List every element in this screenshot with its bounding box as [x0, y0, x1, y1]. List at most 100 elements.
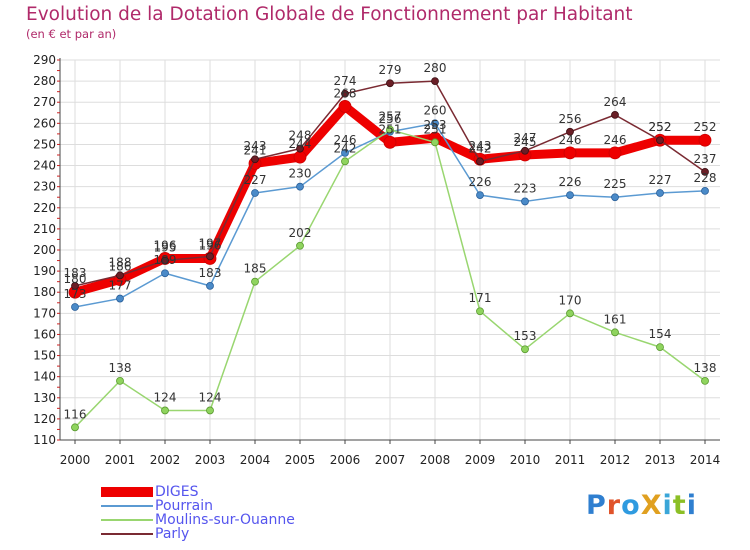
- logo-letter: r: [606, 490, 622, 521]
- data-label: 186: [109, 260, 132, 274]
- x-tick-label: 2003: [195, 453, 226, 467]
- data-label: 138: [109, 361, 132, 375]
- data-point: [566, 191, 574, 200]
- data-label: 170: [559, 293, 582, 307]
- y-tick-label: 290: [33, 53, 56, 67]
- data-point: [656, 136, 664, 145]
- data-label: 153: [514, 329, 537, 343]
- data-label: 237: [694, 152, 717, 166]
- data-point: [701, 186, 709, 195]
- y-tick-label: 120: [33, 412, 56, 426]
- data-label: 253: [424, 118, 447, 132]
- y-tick-label: 140: [33, 370, 56, 384]
- data-label: 256: [559, 112, 582, 126]
- data-label: 171: [469, 291, 492, 305]
- y-tick-label: 220: [33, 201, 56, 215]
- data-label: 226: [469, 175, 492, 189]
- data-point: [566, 309, 574, 318]
- legend-item: Parly: [101, 527, 295, 541]
- data-point: [383, 135, 397, 149]
- data-label: 243: [244, 139, 267, 153]
- data-label: 247: [514, 131, 537, 145]
- x-tick-label: 2008: [420, 453, 451, 467]
- data-label: 225: [604, 177, 627, 191]
- data-point: [656, 189, 664, 197]
- logo-letter: X: [640, 490, 663, 521]
- data-label: 226: [559, 175, 582, 189]
- data-label: 195: [154, 241, 177, 255]
- y-tick-label: 200: [33, 243, 56, 257]
- data-label: 230: [289, 167, 312, 181]
- data-label: 173: [64, 287, 87, 301]
- legend-label: DIGES: [155, 484, 199, 500]
- data-label: 189: [154, 253, 177, 267]
- data-point: [521, 345, 529, 354]
- data-label: 241: [244, 143, 267, 157]
- data-point: [611, 110, 619, 119]
- y-tick-label: 180: [33, 285, 56, 299]
- y-tick-label: 280: [33, 74, 56, 88]
- data-label: 196: [154, 238, 177, 252]
- data-label: 251: [424, 122, 447, 136]
- x-tick-label: 2004: [240, 453, 271, 467]
- x-tick-label: 2005: [285, 453, 316, 467]
- data-label: 161: [604, 312, 627, 326]
- data-label: 257: [379, 110, 402, 124]
- data-label: 227: [649, 173, 672, 187]
- data-label: 202: [289, 226, 312, 240]
- data-point: [116, 271, 124, 280]
- data-point: [296, 241, 304, 250]
- y-tick-label: 160: [33, 327, 56, 341]
- data-label: 183: [64, 266, 87, 280]
- data-point: [476, 191, 484, 200]
- data-label: 264: [604, 95, 627, 109]
- legend-swatch: [101, 519, 153, 521]
- data-point: [701, 376, 709, 385]
- chart-title: Evolution de la Dotation Globale de Fonc…: [26, 4, 633, 25]
- data-label: 196: [199, 238, 222, 252]
- data-label: 260: [424, 103, 447, 117]
- data-point: [296, 144, 304, 153]
- data-point: [116, 376, 124, 385]
- x-tick-label: 2007: [375, 453, 406, 467]
- data-point: [341, 89, 349, 98]
- y-tick-label: 250: [33, 137, 56, 151]
- logo-letter: i: [686, 490, 697, 521]
- data-label: 180: [64, 272, 87, 286]
- data-point: [476, 157, 484, 166]
- legend-label: Pourrain: [155, 498, 213, 514]
- y-tick-label: 190: [33, 264, 56, 278]
- data-point: [608, 146, 622, 160]
- data-point: [563, 146, 577, 160]
- data-point: [206, 281, 214, 290]
- data-label: 252: [649, 120, 672, 134]
- legend-swatch: [101, 505, 153, 507]
- data-point: [521, 197, 529, 206]
- x-tick-label: 2000: [60, 453, 91, 467]
- data-label: 177: [109, 279, 132, 293]
- data-label: 248: [289, 129, 312, 143]
- data-point: [161, 256, 169, 265]
- data-label: 280: [424, 61, 447, 75]
- x-tick-label: 2014: [690, 453, 721, 467]
- logo-letter: t: [672, 490, 687, 521]
- data-point: [656, 343, 664, 352]
- legend-item: Pourrain: [101, 499, 295, 513]
- data-point: [698, 133, 712, 147]
- x-tick-label: 2002: [150, 453, 181, 467]
- data-label: 244: [289, 137, 312, 151]
- x-tick-label: 2012: [600, 453, 631, 467]
- data-point: [71, 303, 79, 311]
- legend-label: Moulins-sur-Ouanne: [155, 512, 295, 528]
- y-tick-label: 110: [33, 433, 56, 447]
- legend-swatch: [101, 533, 153, 535]
- data-label: 228: [694, 171, 717, 185]
- data-label: 246: [604, 133, 627, 147]
- data-label: 223: [514, 181, 537, 195]
- data-label: 245: [514, 135, 537, 149]
- y-tick-label: 170: [33, 306, 56, 320]
- data-label: 243: [469, 139, 492, 153]
- data-label: 251: [379, 122, 402, 136]
- y-tick-label: 210: [33, 222, 56, 236]
- data-label: 138: [694, 361, 717, 375]
